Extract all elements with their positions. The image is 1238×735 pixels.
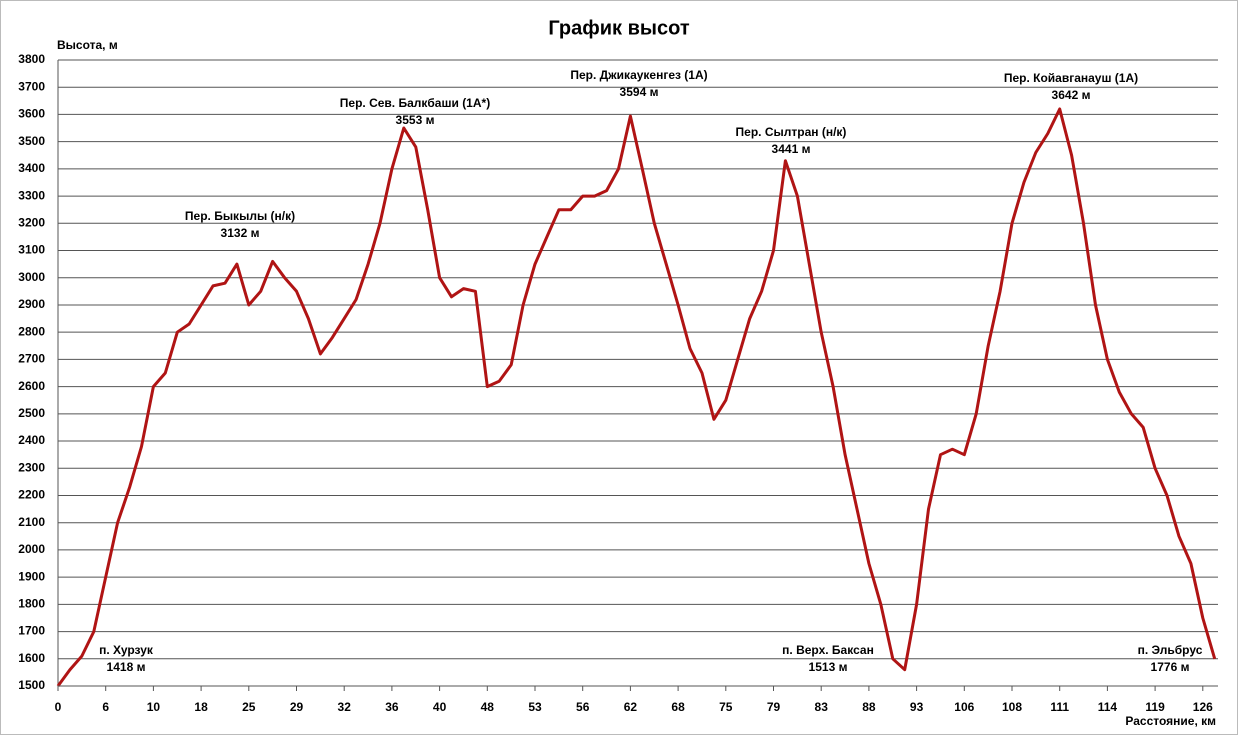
annotation: п. Хурзук (99, 643, 154, 657)
x-tick-label: 0 (55, 700, 62, 714)
annotation: 3594 м (620, 85, 659, 99)
y-tick-label: 2500 (18, 406, 45, 420)
y-tick-label: 1600 (18, 651, 45, 665)
annotation: 3553 м (396, 113, 435, 127)
y-tick-label: 3300 (18, 188, 45, 202)
y-tick-label: 3200 (18, 215, 45, 229)
annotation: п. Верх. Баксан (782, 643, 874, 657)
x-tick-label: 75 (719, 700, 733, 714)
x-tick-label: 56 (576, 700, 590, 714)
annotation: Пер. Сев. Балкбаши (1А*) (340, 96, 490, 110)
x-tick-label: 48 (481, 700, 495, 714)
x-tick-label: 10 (147, 700, 161, 714)
annotation: 3642 м (1052, 88, 1091, 102)
y-tick-label: 2100 (18, 515, 45, 529)
annotation: 3441 м (772, 142, 811, 156)
annotation: Пер. Койавганауш (1А) (1004, 71, 1138, 85)
x-tick-label: 6 (102, 700, 109, 714)
annotation: п. Эльбрус (1138, 643, 1203, 657)
y-tick-label: 1800 (18, 597, 45, 611)
annotation: Пер. Сылтран (н/к) (736, 125, 847, 139)
y-tick-label: 3800 (18, 52, 45, 66)
annotation: Пер. Джикаукенгез (1А) (570, 68, 707, 82)
x-tick-label: 32 (338, 700, 352, 714)
y-tick-label: 2700 (18, 352, 45, 366)
x-tick-label: 29 (290, 700, 304, 714)
y-tick-label: 2300 (18, 460, 45, 474)
y-tick-label: 3400 (18, 161, 45, 175)
annotation: 1776 м (1151, 660, 1190, 674)
x-axis-title: Расстояние, км (1125, 714, 1216, 728)
x-tick-label: 62 (624, 700, 638, 714)
y-tick-label: 2900 (18, 297, 45, 311)
y-tick-label: 3500 (18, 134, 45, 148)
x-tick-label: 106 (954, 700, 974, 714)
x-tick-label: 68 (671, 700, 685, 714)
x-tick-label: 114 (1098, 700, 1118, 714)
x-tick-label: 119 (1145, 700, 1165, 714)
y-tick-label: 2000 (18, 542, 45, 556)
y-tick-label: 3600 (18, 107, 45, 121)
x-tick-label: 53 (528, 700, 542, 714)
x-tick-label: 40 (433, 700, 447, 714)
y-tick-label: 3100 (18, 243, 45, 257)
y-tick-label: 2200 (18, 488, 45, 502)
x-tick-label: 93 (910, 700, 924, 714)
y-tick-label: 2800 (18, 324, 45, 338)
x-tick-label: 83 (815, 700, 829, 714)
x-tick-label: 36 (385, 700, 399, 714)
elevation-line (56, 107, 1217, 687)
x-tick-label: 126 (1193, 700, 1213, 714)
y-tick-label: 3700 (18, 79, 45, 93)
annotation: Пер. Быкылы (н/к) (185, 209, 295, 223)
x-tick-label: 88 (862, 700, 876, 714)
x-tick-label: 25 (242, 700, 256, 714)
y-tick-label: 3000 (18, 270, 45, 284)
y-tick-label: 1700 (18, 624, 45, 638)
x-tick-label: 18 (194, 700, 208, 714)
y-tick-label: 2600 (18, 379, 45, 393)
x-tick-label: 108 (1002, 700, 1022, 714)
x-tick-label: 79 (767, 700, 781, 714)
annotation: 1418 м (107, 660, 146, 674)
y-axis-title: Высота, м (57, 38, 118, 52)
y-tick-label: 2400 (18, 433, 45, 447)
x-tick-label: 111 (1050, 700, 1069, 714)
chart-title: График высот (548, 17, 689, 39)
y-tick-label: 1500 (18, 678, 45, 692)
y-tick-label: 1900 (18, 569, 45, 583)
annotation: 1513 м (809, 660, 848, 674)
annotation: 3132 м (221, 226, 260, 240)
